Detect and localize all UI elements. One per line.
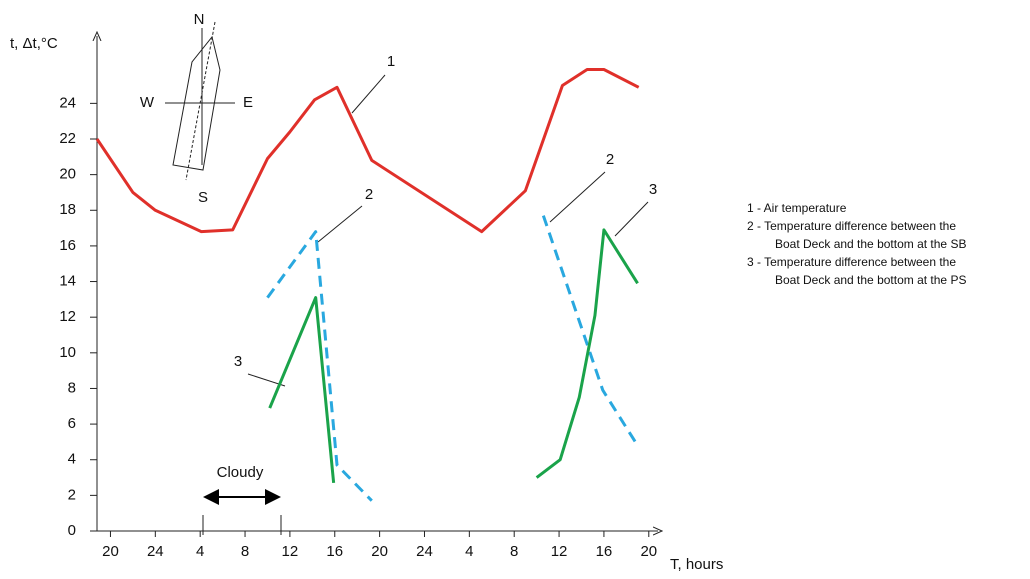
callout-label: 3 [649, 181, 657, 198]
x-tick-label: 8 [241, 543, 249, 560]
compass-label: N [194, 11, 205, 28]
y-tick-label: 24 [59, 94, 76, 111]
y-tick-label: 6 [68, 415, 76, 432]
compass-label: E [243, 94, 253, 111]
x-tick-label: 12 [282, 543, 299, 560]
callout-label: 3 [234, 353, 242, 370]
compass-label: W [140, 94, 155, 111]
legend-entry: 1 - Air temperature [747, 201, 847, 215]
y-tick-label: 0 [68, 522, 76, 539]
x-tick-label: 4 [465, 543, 473, 560]
x-tick-label: 24 [416, 543, 433, 560]
compass: N S W E [140, 11, 253, 206]
x-tick-label: 20 [371, 543, 388, 560]
x-tick-label: 24 [147, 543, 164, 560]
y-tick-label: 16 [59, 237, 76, 254]
legend-entry: 3 - Temperature difference between the [747, 255, 956, 269]
legend-entry: Boat Deck and the bottom at the SB [775, 237, 966, 251]
x-axis-label: T, hours [670, 556, 723, 573]
callout-label: 2 [365, 186, 373, 203]
y-tick-label: 12 [59, 308, 76, 325]
callout-label: 1 [387, 53, 395, 70]
y-tick-label: 14 [59, 273, 76, 290]
legend: 1 - Air temperature 2 - Temperature diffe… [747, 201, 966, 287]
legend-entry: 2 - Temperature difference between the [747, 219, 956, 233]
y-tick-label: 10 [59, 344, 76, 361]
y-tick-label: 18 [59, 201, 76, 218]
x-tick-label: 12 [551, 543, 568, 560]
x-tick-label: 4 [196, 543, 204, 560]
series-line [266, 215, 640, 502]
series-line [95, 68, 640, 234]
x-tick-label: 16 [596, 543, 613, 560]
compass-label: S [198, 189, 208, 206]
cloudy-label: Cloudy [217, 464, 264, 481]
legend-entry: Boat Deck and the bottom at the PS [775, 273, 966, 287]
y-tick-label: 8 [68, 379, 76, 396]
cloudy-annotation: Cloudy [202, 464, 282, 535]
x-tick-label: 16 [326, 543, 343, 560]
series-line [268, 228, 639, 484]
callouts: 1 2 2 3 3 [234, 53, 657, 387]
x-tick-label: 8 [510, 543, 518, 560]
y-tick-label: 20 [59, 166, 76, 183]
callout-label: 2 [606, 151, 614, 168]
y-tick-label: 2 [68, 486, 76, 503]
y-tick-label: 22 [59, 130, 76, 147]
y-axis-label: t, Δt,°C [10, 35, 58, 52]
x-tick-label: 20 [640, 543, 657, 560]
x-tick-label: 20 [102, 543, 119, 560]
y-tick-label: 4 [68, 451, 76, 468]
